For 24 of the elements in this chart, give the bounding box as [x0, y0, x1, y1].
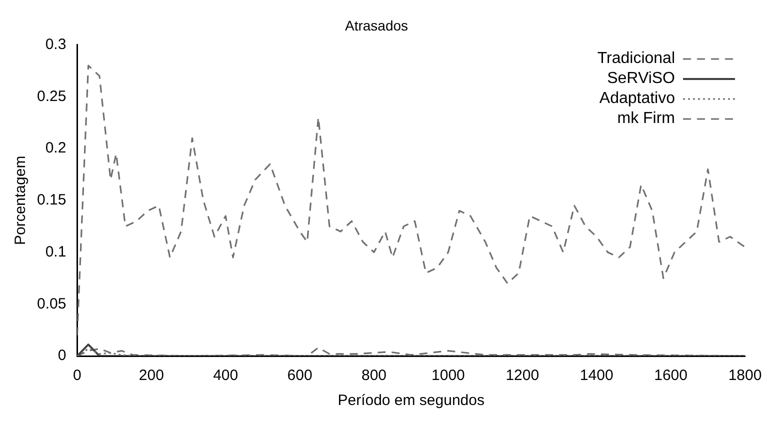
x-tick-label: 1600: [654, 367, 688, 384]
y-tick-label: 0.2: [45, 140, 66, 157]
y-tick-label: 0.05: [36, 295, 66, 312]
x-tick-label: 1000: [432, 367, 465, 384]
x-tick-label: 0: [73, 367, 82, 384]
chart-title: Atrasados: [344, 17, 408, 34]
x-tick-label: 200: [138, 367, 164, 384]
legend-label: Tradicional: [597, 50, 675, 68]
x-tick-label: 800: [361, 367, 387, 384]
x-tick-label: 600: [287, 367, 312, 384]
x-tick-label: 1200: [506, 367, 540, 384]
legend-label: SeRViSO: [607, 70, 675, 88]
legend-label: mk Firm: [617, 110, 675, 128]
y-tick-label: 0.25: [36, 88, 66, 105]
x-tick-label: 400: [213, 367, 238, 384]
x-axis-title: Período em segundos: [338, 392, 484, 410]
y-tick-label: 0: [58, 347, 66, 364]
legend-label: Adaptativo: [599, 90, 675, 108]
x-tick-label: 1800: [728, 367, 762, 384]
x-tick-label: 1400: [580, 367, 614, 384]
y-tick-label: 0.3: [45, 36, 66, 53]
y-tick-label: 0.1: [45, 243, 66, 260]
y-tick-label: 0.15: [36, 192, 66, 209]
y-axis-title: Porcentagem: [12, 156, 30, 246]
